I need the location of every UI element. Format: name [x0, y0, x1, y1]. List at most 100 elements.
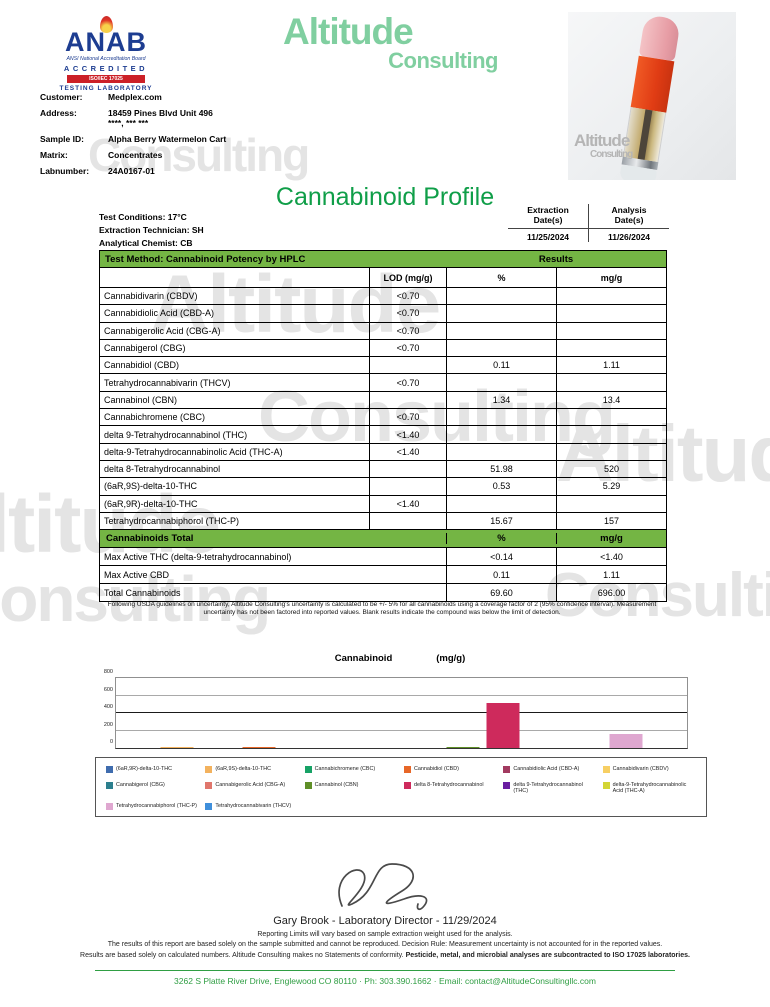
percent-cell: 0.11 [446, 357, 556, 374]
mgg-cell: 1.11 [556, 357, 666, 374]
mgg-cell [556, 374, 666, 391]
legend-swatch [205, 803, 213, 810]
cannabinoids-total-header-bar: Cannabinoids Total % mg/g [100, 529, 666, 548]
totals-mgg-cell: <1.40 [556, 548, 666, 566]
legend-label: (6aR,9S)-delta-10-THC [215, 766, 272, 772]
sample-info-value: Alpha Berry Watermelon Cart [108, 134, 226, 144]
table-row: (6aR,9R)-delta-10-THC <1.40 [100, 494, 666, 512]
percent-cell [446, 339, 556, 357]
sample-info-line: 24A0167-01 [108, 166, 155, 176]
sample-info-label: Customer: [40, 92, 83, 102]
footer-line-3-bold: Pesticide, metal, and microbial analyses… [405, 952, 690, 959]
compound-name-cell: (6aR,9S)-delta-10-THC [104, 481, 198, 492]
lod-cell [369, 391, 446, 409]
chart-title: Cannabinoid (mg/g) [95, 653, 705, 664]
photo-watermark-consulting: Consulting [590, 149, 633, 160]
lod-cell [369, 357, 446, 374]
footer-divider [95, 970, 675, 971]
totals-mgg-cell: 696.00 [556, 584, 666, 602]
chart-title-text: Cannabinoid [334, 653, 393, 664]
table-row: Cannabinol (CBN) 1.34 13.4 [100, 390, 666, 409]
totals-body: Max Active THC (delta-9-tetrahydrocannab… [100, 547, 666, 602]
sample-info-value: Medplex.com [108, 92, 162, 102]
totals-percent-cell: 0.11 [446, 566, 556, 584]
compound-name-cell: delta 8-Tetrahydrocannabinol [104, 464, 221, 475]
legend-swatch [205, 782, 213, 789]
column-header-mgg: mg/g [556, 268, 666, 287]
totals-row: Total Cannabinoids 69.60 696.00 [100, 583, 666, 602]
anab-accredited-text: ACCREDITED [63, 64, 149, 73]
legend-item: Tetrahydrocannabivarin (THCV) [205, 803, 300, 810]
totals-row: Max Active CBD 0.11 1.11 [100, 565, 666, 584]
compound-name-cell: Tetrahydrocannabivarin (THCV) [104, 377, 231, 388]
torch-flame-icon [99, 16, 113, 33]
altitude-consulting-logo: Altitude Consulting [283, 11, 499, 72]
compound-name-cell: delta-9-Tetrahydrocannabinolic Acid (THC… [104, 446, 283, 457]
percent-cell: 1.34 [446, 391, 556, 409]
condition-row: Test Conditions: 17°C [99, 212, 187, 222]
test-conditions-block: Test Conditions: 17°C Extraction Technici… [99, 211, 204, 250]
totals-name-cell: Total Cannabinoids [104, 587, 181, 598]
totals-percent-header: % [446, 533, 556, 545]
mgg-cell: 157 [556, 512, 666, 530]
legend-label: delta-9-Tetrahydrocannabinolic Acid (THC… [612, 782, 687, 794]
legend-swatch [602, 782, 610, 789]
chart-bar [609, 734, 643, 748]
cartridge-pink-cap [638, 14, 681, 62]
gridline [116, 711, 687, 713]
legend-item: Cannabidiolic Acid (CBD-A) [503, 766, 598, 773]
lod-cell: <0.70 [369, 322, 446, 339]
page-watermark: Consulting [545, 561, 770, 630]
y-axis-tick-label: 0 [109, 739, 113, 745]
cartridge-orange-label [630, 55, 675, 113]
date-column-header: Analysis Date(s) [589, 204, 669, 228]
table-row: (6aR,9S)-delta-10-THC 0.53 5.29 [100, 477, 666, 495]
legend-item: (6aR,9R)-delta-10-THC [106, 766, 201, 773]
percent-cell: 51.98 [446, 460, 556, 478]
sample-info-line: Medplex.com [108, 92, 162, 102]
anab-testing-laboratory-text: TESTING LABORATORY [59, 85, 153, 92]
signature-scribble [338, 863, 428, 910]
legend-swatch [106, 782, 113, 789]
mgg-cell: 520 [556, 460, 666, 478]
sample-info-line: Concentrates [108, 150, 163, 160]
lab-contact-line: 3262 S Platte River Drive, Englewood CO … [174, 976, 596, 986]
mgg-cell: 13.4 [556, 391, 666, 409]
mgg-cell [556, 288, 666, 305]
sample-info-row: Sample ID: Alpha Berry Watermelon Cart [40, 134, 226, 144]
sample-info-line: Alpha Berry Watermelon Cart [108, 134, 227, 144]
table-row: Cannabidivarin (CBDV) <0.70 [100, 287, 666, 305]
date-value: 11/25/2024 [508, 228, 588, 242]
chart-bar [242, 747, 276, 748]
photo-watermark: Altitude Consulting [574, 131, 633, 162]
mgg-cell [556, 409, 666, 426]
lod-cell: <1.40 [369, 495, 446, 512]
results-header: Results [538, 253, 574, 265]
date-column: Extraction Date(s) 11/25/2024 [508, 204, 589, 242]
chart-bar [160, 747, 194, 748]
compound-name-cell: Cannabidivarin (CBDV) [104, 291, 198, 302]
table-row: Cannabigerol (CBG) <0.70 [100, 338, 666, 357]
percent-cell: 15.67 [446, 512, 556, 530]
legend-item: delta 9-Tetrahydrocannabinol (THC) [503, 782, 598, 794]
page-watermark: Consulting [88, 129, 310, 181]
mgg-cell [556, 495, 666, 512]
legend-item: Cannabichromene (CBC) [304, 766, 400, 773]
photo-watermark-altitude: Altitude [574, 131, 630, 150]
compound-name-cell: Cannabidiolic Acid (CBD-A) [104, 308, 215, 319]
chart-plot-area: 0 200 400 600 800 [104, 669, 688, 749]
legend-swatch [404, 766, 411, 773]
logo-altitude-text: Altitude [283, 11, 414, 52]
anab-iso-badge: ISO/IEC 17025 [67, 75, 145, 83]
lod-cell: <0.70 [369, 409, 446, 426]
legend-label: Cannabidiol (CBD) [414, 766, 459, 772]
y-axis-tick-label: 400 [103, 704, 113, 710]
page-watermark: Altitude [556, 409, 770, 498]
chart-bar [446, 746, 480, 748]
mgg-cell [556, 426, 666, 443]
lod-cell: <1.40 [369, 426, 446, 443]
lod-cell: <0.70 [369, 374, 446, 391]
compound-name-cell: (6aR,9R)-delta-10-THC [104, 498, 198, 509]
table-body: Cannabidivarin (CBDV) <0.70 Cannabidiolic … [100, 287, 666, 530]
percent-cell: 0.53 [446, 478, 556, 495]
